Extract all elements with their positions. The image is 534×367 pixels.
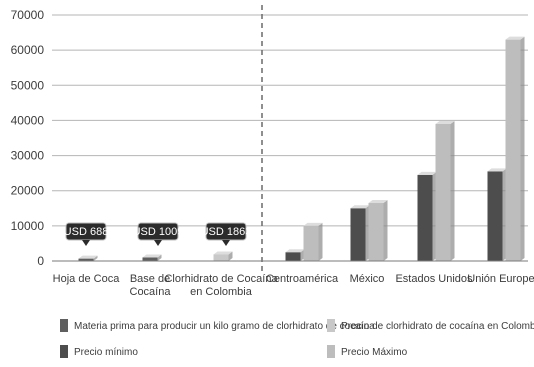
x-tick-line: Centroamérica bbox=[266, 273, 339, 285]
legend-label: Materia prima para producir un kilo gram… bbox=[74, 321, 375, 332]
value-callout: USD 1863 bbox=[201, 222, 252, 246]
x-tick-label: México bbox=[350, 273, 385, 285]
x-tick-label: Clorhidrato de Cocaína en Colombia bbox=[164, 273, 278, 298]
bar-precio-maximo bbox=[368, 200, 388, 261]
grid-lines bbox=[52, 14, 528, 262]
bar-precio-minimo bbox=[285, 249, 305, 261]
y-tick-label: 10000 bbox=[11, 219, 45, 233]
bar-precio-maximo-top bbox=[303, 222, 323, 226]
y-tick-label: 0 bbox=[37, 254, 44, 268]
callout-pointer bbox=[222, 240, 230, 246]
bar-precio-maximo-body bbox=[435, 123, 451, 261]
legend-swatch bbox=[327, 319, 335, 332]
x-tick-line: Estados Unidos bbox=[395, 273, 473, 285]
bar-precio-minimo bbox=[417, 171, 437, 261]
bar-materia-prima-side bbox=[157, 254, 162, 261]
legend-label: Precio Máximo bbox=[341, 347, 408, 358]
x-tick-label: Unión Europea bbox=[467, 273, 534, 285]
bar-precio-minimo-body bbox=[285, 252, 301, 261]
legend-item: Materia prima para producir un kilo gram… bbox=[60, 319, 375, 332]
bar-precio-minimo bbox=[350, 205, 370, 261]
bar-precio-maximo-body bbox=[303, 225, 319, 261]
callouts: USD 688 USD 1009 USD 1863 bbox=[64, 222, 252, 246]
x-tick-line: en Colombia bbox=[190, 286, 253, 298]
bar-precio-minimo-top bbox=[350, 205, 370, 209]
legend-label: Precio de clorhidrato de cocaína en Colo… bbox=[341, 321, 534, 332]
bar-materia-prima-top bbox=[78, 255, 98, 259]
y-tick-label: 40000 bbox=[11, 113, 45, 127]
callout-label: USD 1009 bbox=[133, 226, 184, 238]
legend-label: Precio mínimo bbox=[74, 347, 138, 358]
bar-materia-prima-body bbox=[78, 258, 94, 261]
legend-item: Precio Máximo bbox=[327, 345, 408, 358]
value-callout: USD 688 bbox=[64, 222, 109, 246]
bar-precio-minimo-body bbox=[487, 171, 503, 261]
y-tick-label: 30000 bbox=[11, 149, 45, 163]
bar-precio-colombia bbox=[213, 251, 233, 261]
bar-precio-minimo-top bbox=[487, 168, 507, 172]
bar-precio-maximo-side bbox=[318, 222, 323, 261]
x-tick-label: Estados Unidos bbox=[395, 273, 473, 285]
bar-materia-prima bbox=[78, 255, 98, 261]
callout-pointer bbox=[82, 240, 90, 246]
bars bbox=[78, 36, 525, 261]
bar-precio-minimo-body bbox=[417, 174, 433, 261]
legend-swatch bbox=[60, 345, 68, 358]
legend-item: Precio de clorhidrato de cocaína en Colo… bbox=[327, 319, 534, 332]
bar-precio-maximo-side bbox=[450, 120, 455, 261]
bar-precio-maximo-body bbox=[368, 203, 384, 261]
bar-precio-colombia-top bbox=[213, 251, 233, 255]
bar-precio-maximo-side bbox=[383, 200, 388, 261]
bar-precio-maximo-side bbox=[520, 36, 525, 261]
bar-precio-minimo bbox=[487, 168, 507, 261]
x-tick-line: Base de bbox=[130, 273, 170, 285]
bar-precio-maximo-top bbox=[368, 200, 388, 204]
callout-pointer bbox=[154, 240, 162, 246]
bar-materia-prima-body bbox=[142, 257, 158, 261]
x-tick-label: Centroamérica bbox=[266, 273, 339, 285]
bar-precio-maximo-body bbox=[505, 39, 521, 261]
bar-precio-minimo-top bbox=[285, 249, 305, 253]
x-tick-line: México bbox=[350, 273, 385, 285]
bar-precio-maximo bbox=[303, 222, 323, 261]
legend: Materia prima para producir un kilo gram… bbox=[60, 319, 534, 358]
x-tick-label: Hoja de Coca bbox=[53, 273, 121, 285]
y-tick-label: 20000 bbox=[11, 184, 45, 198]
bar-precio-maximo bbox=[435, 120, 455, 261]
bar-precio-maximo-top bbox=[505, 36, 525, 40]
x-tick-line: Cocaína bbox=[130, 286, 172, 298]
bar-materia-prima-side bbox=[93, 255, 98, 261]
legend-swatch bbox=[60, 319, 68, 332]
y-tick-label: 50000 bbox=[11, 78, 45, 92]
y-tick-label: 60000 bbox=[11, 43, 45, 57]
bar-precio-minimo-body bbox=[350, 208, 366, 261]
value-callout: USD 1009 bbox=[133, 222, 184, 246]
bar-precio-colombia-body bbox=[213, 254, 229, 261]
bar-materia-prima bbox=[142, 254, 162, 261]
callout-label: USD 688 bbox=[64, 226, 109, 238]
x-tick-label: Base de Cocaína bbox=[130, 273, 172, 298]
y-axis: 0 10000 20000 30000 40000 50000 60000 70000 bbox=[11, 8, 45, 268]
x-tick-line: Clorhidrato de Cocaína bbox=[164, 273, 278, 285]
y-tick-label: 70000 bbox=[11, 8, 45, 22]
bar-precio-minimo-top bbox=[417, 171, 437, 175]
legend-swatch bbox=[327, 345, 335, 358]
bar-precio-maximo bbox=[505, 36, 525, 261]
legend-item: Precio mínimo bbox=[60, 345, 138, 358]
bar-precio-colombia-side bbox=[228, 251, 233, 261]
bar-materia-prima-top bbox=[142, 254, 162, 258]
x-tick-line: Hoja de Coca bbox=[53, 273, 121, 285]
callout-label: USD 1863 bbox=[201, 226, 252, 238]
bar-precio-maximo-top bbox=[435, 120, 455, 124]
x-tick-line: Unión Europea bbox=[467, 273, 534, 285]
